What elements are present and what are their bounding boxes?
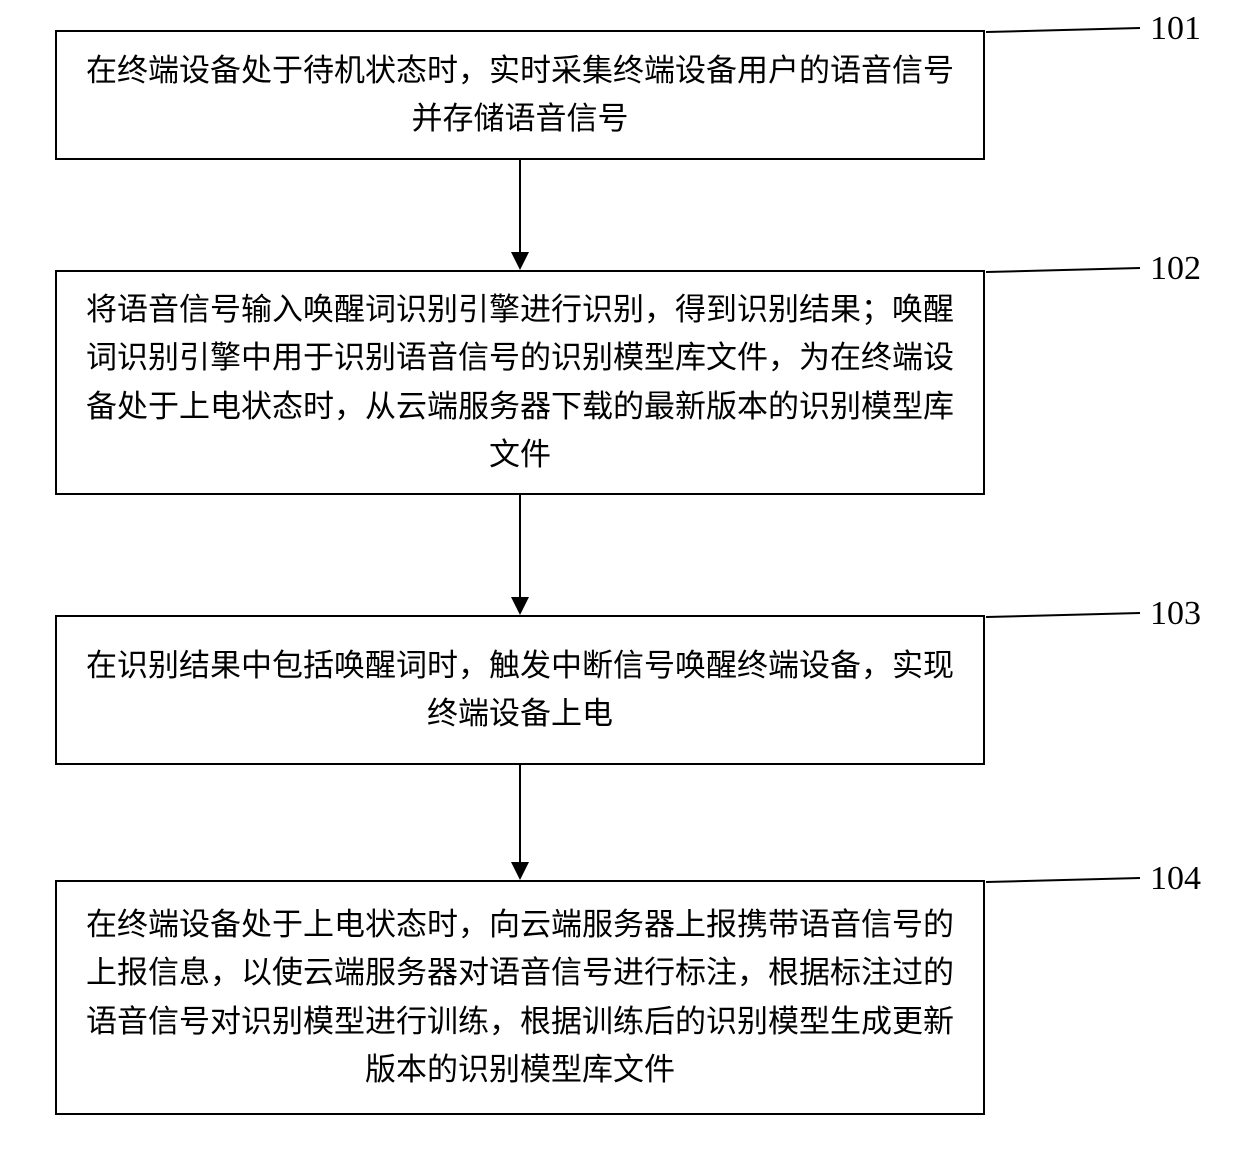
ref-label-4: 104 bbox=[1150, 860, 1201, 898]
leader-line-4 bbox=[0, 0, 1240, 1160]
flowchart-canvas: 在终端设备处于待机状态时，实时采集终端设备用户的语音信号并存储语音信号 101 … bbox=[0, 0, 1240, 1160]
